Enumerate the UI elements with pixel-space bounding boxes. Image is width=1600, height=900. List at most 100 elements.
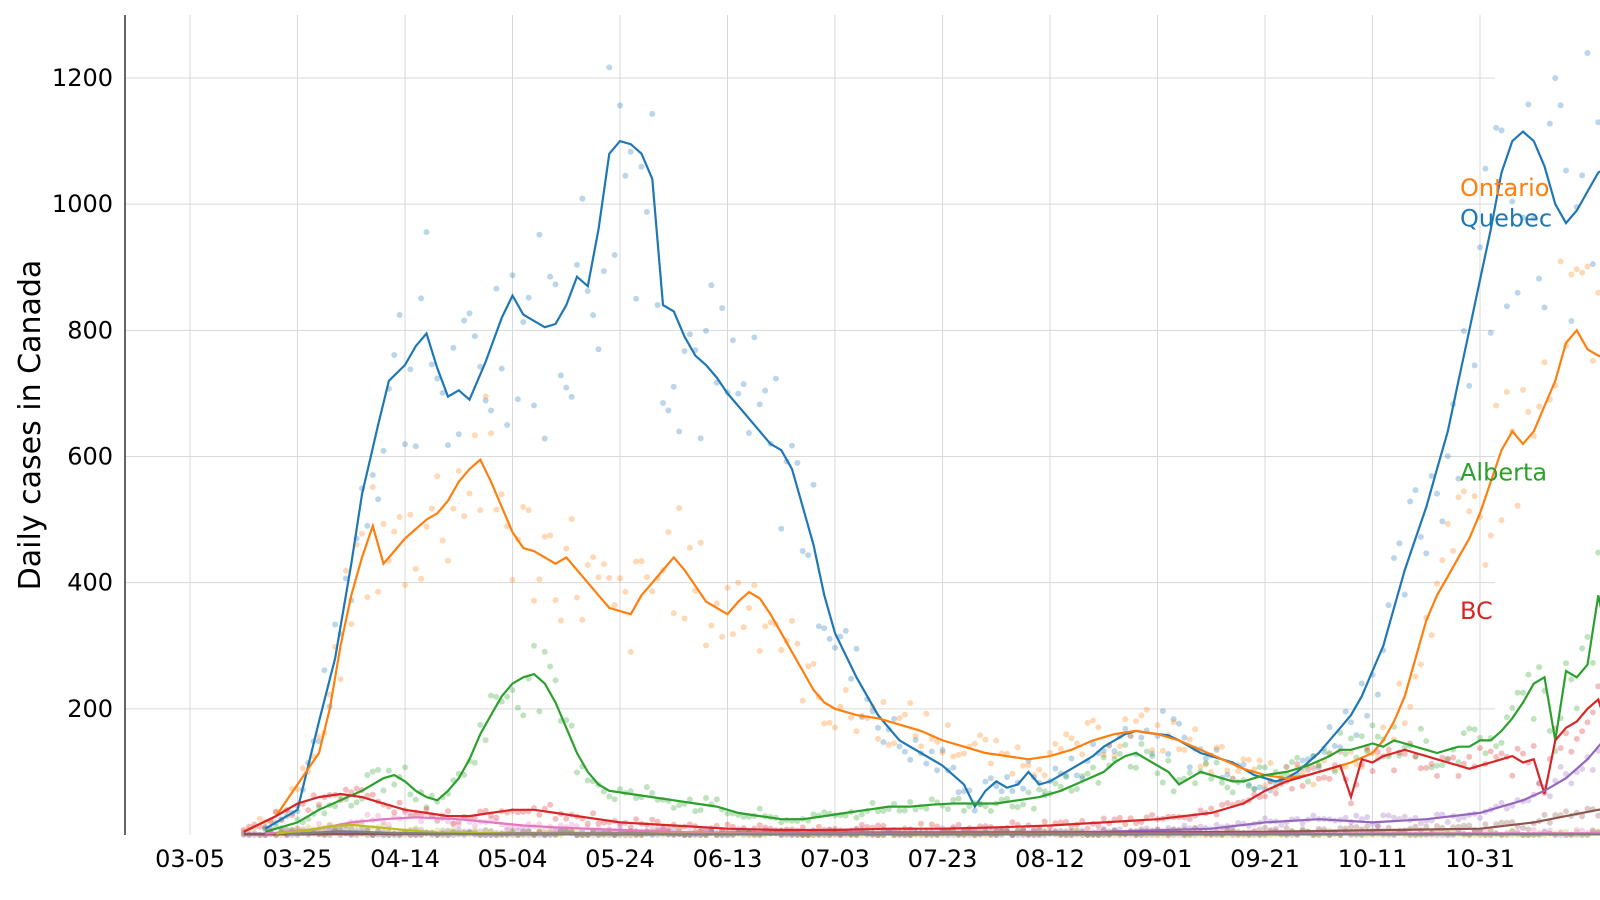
daily-value-dot xyxy=(1584,633,1591,640)
daily-value-dot xyxy=(756,805,763,812)
daily-value-dot xyxy=(1299,769,1306,776)
daily-value-dot xyxy=(364,826,371,833)
daily-value-dot xyxy=(912,806,919,813)
series-line-other-8 xyxy=(286,830,1600,836)
daily-value-dot xyxy=(912,732,919,739)
daily-value-dot xyxy=(778,525,785,532)
daily-value-dot xyxy=(1498,127,1505,134)
daily-value-dot xyxy=(896,807,903,814)
daily-value-dot xyxy=(1584,263,1591,270)
daily-value-dot xyxy=(348,802,355,809)
daily-value-dot xyxy=(1579,728,1586,735)
daily-value-dot xyxy=(391,528,398,535)
daily-value-dot xyxy=(1364,814,1371,821)
daily-value-dot xyxy=(713,600,720,607)
daily-value-dot xyxy=(1079,817,1086,824)
daily-value-dot xyxy=(541,533,548,540)
daily-value-dot xyxy=(617,823,623,830)
daily-value-dot xyxy=(1466,508,1473,515)
x-tick-label: 08-12 xyxy=(1015,845,1085,873)
daily-value-dot xyxy=(407,366,414,373)
daily-value-dot xyxy=(1434,823,1440,830)
daily-value-dot xyxy=(794,459,801,466)
daily-value-dot xyxy=(713,796,720,803)
daily-value-dot xyxy=(579,195,586,202)
series-label: BC xyxy=(1460,597,1493,625)
daily-value-dot xyxy=(514,704,521,711)
daily-value-dot xyxy=(918,820,924,827)
daily-value-dot xyxy=(901,748,908,755)
daily-value-dot xyxy=(342,567,349,574)
daily-value-dot xyxy=(552,281,559,288)
y-tick-label: 1200 xyxy=(52,64,113,92)
y-tick-label: 200 xyxy=(67,695,113,723)
daily-value-dot xyxy=(1073,786,1080,793)
daily-value-dot xyxy=(1579,765,1586,772)
daily-value-dot xyxy=(1482,561,1489,568)
daily-value-dot xyxy=(450,344,457,351)
daily-value-dot xyxy=(525,826,532,833)
daily-value-dot xyxy=(810,481,817,488)
x-tick-label: 07-03 xyxy=(800,845,870,873)
daily-value-dot xyxy=(493,693,500,700)
daily-value-dot xyxy=(622,588,629,595)
daily-value-dot xyxy=(412,825,419,832)
x-tick-label: 10-31 xyxy=(1445,845,1515,873)
daily-value-dot xyxy=(740,381,747,388)
daily-value-dot xyxy=(1385,746,1392,753)
daily-value-dot xyxy=(1041,772,1048,779)
daily-value-dot xyxy=(445,442,451,449)
daily-value-dot xyxy=(1455,772,1462,779)
daily-value-dot xyxy=(1595,683,1600,690)
daily-value-dot xyxy=(584,777,591,784)
daily-value-dot xyxy=(321,667,328,674)
daily-value-dot xyxy=(1331,768,1338,775)
daily-value-dot xyxy=(772,375,779,382)
daily-value-dot xyxy=(1267,760,1274,767)
daily-value-dot xyxy=(1584,719,1591,726)
daily-value-dot xyxy=(751,334,758,341)
daily-value-dot xyxy=(1466,753,1473,760)
daily-value-dot xyxy=(1122,741,1129,748)
daily-value-dot xyxy=(778,819,785,826)
daily-value-dot xyxy=(1595,289,1600,296)
daily-value-dot xyxy=(1477,745,1483,752)
daily-value-dot xyxy=(633,295,640,302)
daily-value-dot xyxy=(1283,763,1290,770)
daily-value-dot xyxy=(805,552,812,559)
daily-value-dot xyxy=(901,807,908,814)
daily-value-dot xyxy=(966,803,973,810)
daily-value-dot xyxy=(1122,725,1129,732)
daily-value-dot xyxy=(1573,266,1580,273)
daily-value-dot xyxy=(939,747,946,754)
daily-value-dot xyxy=(1439,811,1446,818)
daily-value-dot xyxy=(934,738,941,745)
daily-value-dot xyxy=(1245,756,1252,763)
x-tick-label: 09-01 xyxy=(1123,845,1193,873)
y-tick-label: 800 xyxy=(67,316,113,344)
daily-value-dot xyxy=(1154,722,1161,729)
daily-value-dot xyxy=(810,811,817,818)
daily-value-dot xyxy=(1310,764,1317,771)
daily-value-dot xyxy=(396,799,403,806)
daily-value-dot xyxy=(649,588,656,595)
daily-value-dot xyxy=(746,604,752,611)
daily-value-dot xyxy=(1133,764,1139,771)
daily-value-dot xyxy=(923,805,930,812)
daily-value-dot xyxy=(627,788,634,795)
daily-value-dot xyxy=(1202,760,1209,767)
daily-value-dot xyxy=(1063,731,1070,738)
daily-value-dot xyxy=(434,473,441,480)
daily-value-dot xyxy=(1509,198,1516,205)
daily-value-dot xyxy=(1224,799,1231,806)
daily-value-dot xyxy=(654,825,661,832)
daily-value-dot xyxy=(1552,812,1559,819)
daily-value-dot xyxy=(1009,819,1016,826)
daily-value-dot xyxy=(858,811,865,818)
daily-value-dot xyxy=(1514,689,1521,696)
daily-value-dot xyxy=(1208,775,1215,782)
daily-value-dot xyxy=(574,594,580,601)
daily-value-dot xyxy=(1095,822,1102,829)
daily-value-dot xyxy=(1052,780,1059,787)
daily-value-dot xyxy=(1358,680,1365,687)
